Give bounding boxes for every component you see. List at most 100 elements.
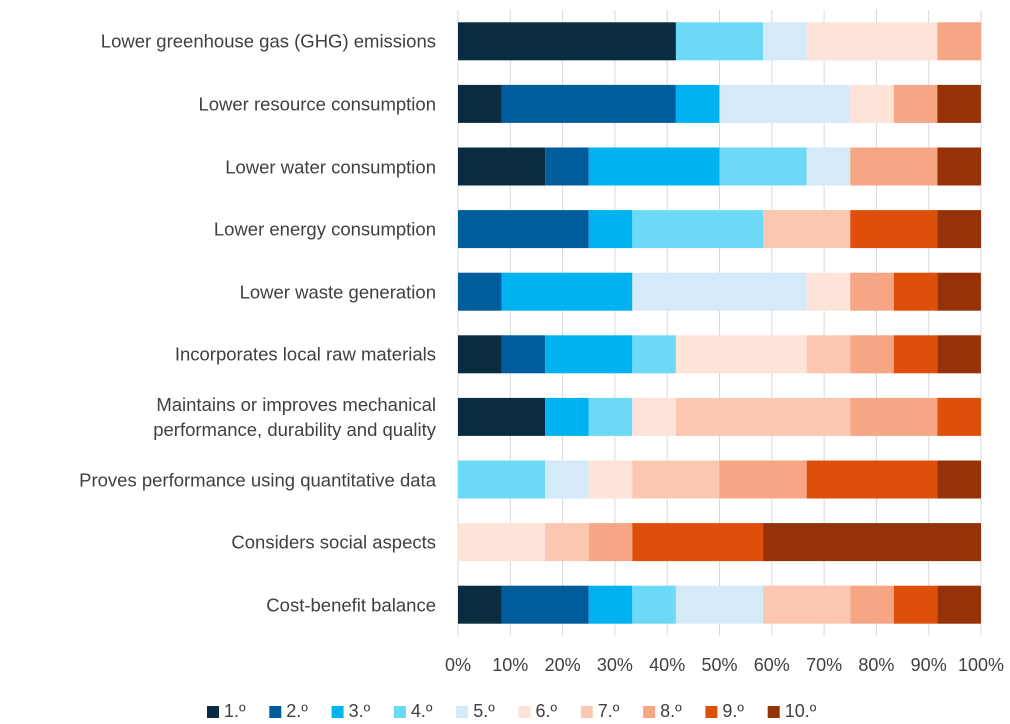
legend-label: 8.º bbox=[660, 701, 682, 721]
x-tick-label: 40% bbox=[649, 655, 685, 675]
bar-segment bbox=[937, 84, 981, 123]
bar-segment bbox=[937, 22, 981, 61]
bar-segment bbox=[806, 460, 938, 499]
bar-segment bbox=[458, 335, 502, 374]
bar-segment bbox=[719, 84, 851, 123]
x-tick-label: 70% bbox=[806, 655, 842, 675]
bar-segment bbox=[458, 397, 546, 436]
legend-label: 4.º bbox=[411, 701, 433, 721]
legend-swatch bbox=[643, 706, 656, 718]
x-tick-label: 30% bbox=[597, 655, 633, 675]
legend-swatch bbox=[705, 706, 718, 718]
bar-segment bbox=[763, 22, 807, 61]
bar-segment bbox=[458, 460, 546, 499]
bar-segment bbox=[806, 22, 938, 61]
bar-segment bbox=[675, 335, 807, 374]
legend-label: 1.º bbox=[224, 701, 246, 721]
bar-segment bbox=[501, 84, 676, 123]
legend-label: 6.º bbox=[536, 701, 558, 721]
category-label: Cost-benefit balance bbox=[266, 594, 436, 616]
bar-segment bbox=[501, 585, 589, 624]
legend-swatch bbox=[331, 706, 344, 718]
bar-segment bbox=[501, 335, 546, 374]
bar-segment bbox=[763, 585, 851, 624]
legend-swatch bbox=[393, 706, 406, 718]
bar-segment bbox=[675, 585, 764, 624]
bar-segment bbox=[893, 272, 938, 311]
category-label: Lower waste generation bbox=[239, 281, 436, 303]
bar-segment bbox=[588, 147, 720, 186]
bar-segment bbox=[588, 397, 633, 436]
bar-segment bbox=[588, 585, 633, 624]
bar-segment bbox=[458, 523, 546, 562]
x-tick-label: 20% bbox=[545, 655, 581, 675]
bar-segment bbox=[632, 460, 720, 499]
legend-label: 3.º bbox=[349, 701, 371, 721]
bar-segment bbox=[806, 335, 851, 374]
category-label: Incorporates local raw materials bbox=[174, 343, 436, 365]
category-label: Lower water consumption bbox=[225, 156, 436, 177]
legend-label: 5.º bbox=[473, 701, 495, 721]
bar-segment bbox=[719, 147, 807, 186]
bar-segment bbox=[632, 523, 764, 562]
category-label: Lower greenhouse gas (GHG) emissions bbox=[100, 30, 436, 52]
x-tick-label: 0% bbox=[445, 655, 471, 675]
bar-segment bbox=[937, 460, 981, 499]
bar-segment bbox=[893, 335, 938, 374]
bar-segment bbox=[850, 335, 894, 374]
bar-segment bbox=[545, 397, 589, 436]
legend-label: 10.º bbox=[785, 701, 817, 721]
bar-segment bbox=[893, 84, 938, 123]
bar-segment bbox=[719, 460, 807, 499]
bar-segment bbox=[937, 147, 981, 186]
bar-segment bbox=[675, 84, 720, 123]
x-tick-label: 80% bbox=[858, 655, 894, 675]
bar-segment bbox=[675, 397, 851, 436]
category-label: Proves performance using quantitative da… bbox=[79, 469, 436, 490]
x-tick-label: 90% bbox=[911, 655, 947, 675]
bar-segment bbox=[893, 585, 938, 624]
bar-segment bbox=[545, 335, 633, 374]
legend-swatch bbox=[207, 706, 219, 718]
category-label: Lower energy consumption bbox=[213, 218, 436, 240]
bar-segment bbox=[501, 272, 633, 311]
bar-segment bbox=[458, 22, 676, 61]
bar-segment bbox=[632, 335, 676, 374]
legend-swatch bbox=[580, 706, 593, 718]
legend-label: 9.º bbox=[722, 701, 744, 721]
legend-swatch bbox=[269, 706, 282, 718]
bar-segment bbox=[763, 210, 851, 249]
bar-segment bbox=[458, 84, 502, 123]
bar-segment bbox=[632, 397, 676, 436]
legend-label: 2.º bbox=[286, 701, 308, 721]
bar-segment bbox=[850, 84, 894, 123]
x-tick-label: 60% bbox=[754, 655, 790, 675]
legend-swatch bbox=[767, 706, 780, 718]
bar-segment bbox=[545, 523, 589, 562]
bar-segment bbox=[937, 272, 981, 311]
bar-segment bbox=[850, 210, 938, 249]
legend-swatch bbox=[456, 706, 469, 718]
bar-segment bbox=[458, 147, 546, 186]
bar-segment bbox=[632, 272, 807, 311]
legend-swatch bbox=[518, 706, 531, 718]
bar-segment bbox=[806, 272, 851, 311]
bar-segment bbox=[545, 147, 589, 186]
bar-segment bbox=[806, 147, 851, 186]
x-tick-label: 50% bbox=[701, 655, 737, 675]
bar-segment bbox=[937, 585, 981, 624]
bar-segment bbox=[588, 210, 633, 249]
bar-segment bbox=[458, 210, 589, 249]
bar-segment bbox=[588, 523, 633, 562]
bar-segment bbox=[545, 460, 589, 499]
bar-segment bbox=[458, 272, 502, 311]
bar-segment bbox=[632, 210, 764, 249]
category-label: Maintains or improves mechanical perform… bbox=[153, 393, 436, 440]
x-tick-label: 100% bbox=[958, 655, 1004, 675]
category-label: Considers social aspects bbox=[231, 531, 436, 553]
bar-segment bbox=[850, 585, 894, 624]
bar-segment bbox=[632, 585, 676, 624]
legend-label: 7.º bbox=[598, 701, 620, 721]
